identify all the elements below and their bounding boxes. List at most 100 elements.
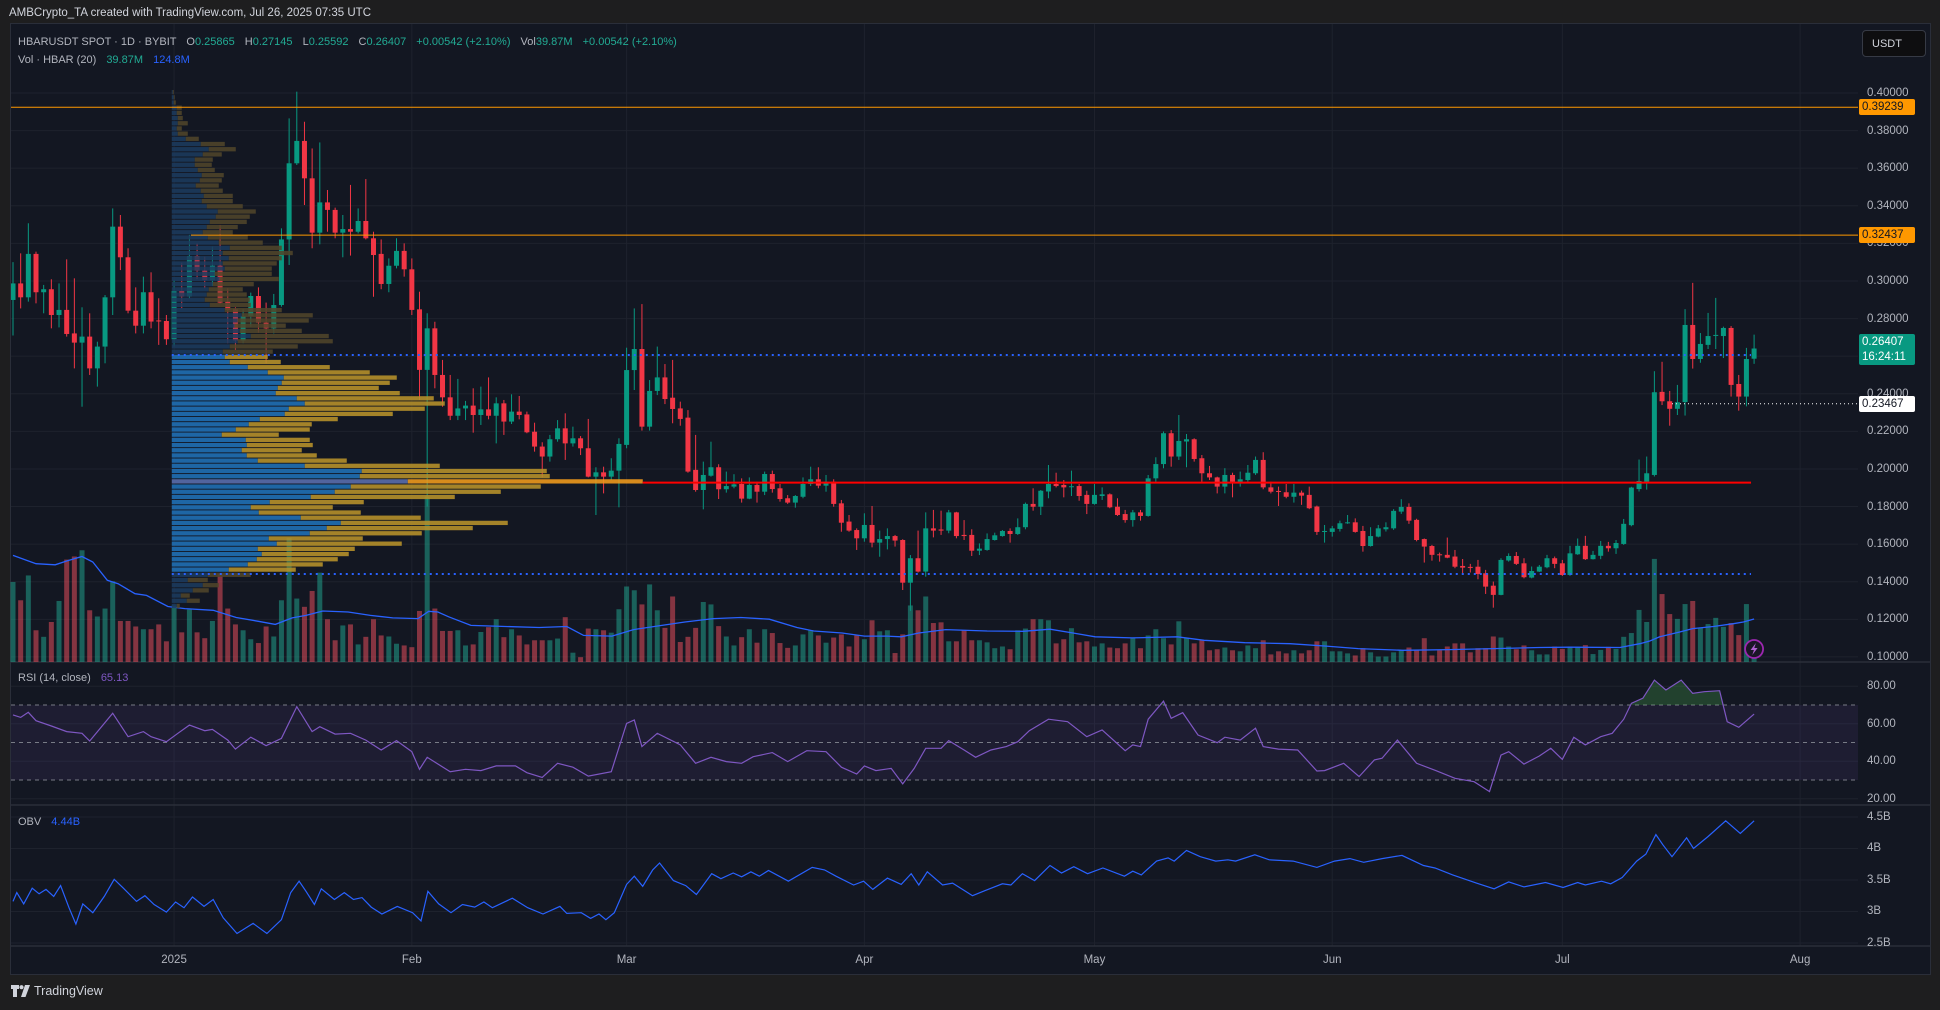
- time-axis-label[interactable]: Jul: [1554, 954, 1570, 966]
- price-axis-label[interactable]: 0.40000: [1867, 86, 1909, 99]
- volume-bar: [792, 645, 798, 662]
- price-axis-label[interactable]: 0.16000: [1867, 538, 1909, 551]
- volume-bar: [1345, 653, 1351, 662]
- volume-profile-row: [171, 515, 421, 520]
- level-tag-0-32437[interactable]: 0.32437: [1859, 227, 1915, 244]
- price-axis-label[interactable]: 0.14000: [1867, 575, 1909, 588]
- rsi-axis-label[interactable]: 60.00: [1867, 717, 1896, 730]
- price-tag-value: 0.32437: [1862, 229, 1904, 242]
- obv-name[interactable]: OBV: [18, 816, 42, 828]
- candle: [1529, 566, 1535, 579]
- price-axis-label[interactable]: 0.20000: [1867, 462, 1909, 475]
- price-axis-label[interactable]: 0.12000: [1867, 613, 1909, 626]
- rsi-name[interactable]: RSI (14, close): [18, 672, 91, 684]
- obv-legend[interactable]: OBV 4.44B: [18, 815, 80, 829]
- candle: [470, 388, 476, 433]
- volume-bar: [1605, 646, 1611, 662]
- volume-profile-row: [171, 276, 279, 282]
- volume-bar: [585, 628, 591, 662]
- volume-bar: [133, 626, 139, 662]
- volume-profile-row: [171, 271, 272, 276]
- price-axis-label[interactable]: 0.36000: [1867, 162, 1909, 175]
- lightning-icon[interactable]: [1744, 639, 1764, 659]
- candle: [1283, 483, 1289, 499]
- time-axis-label[interactable]: Feb: [401, 954, 422, 966]
- volume-profile-row: [171, 240, 263, 245]
- candle: [309, 148, 315, 249]
- price-axis-label[interactable]: 0.30000: [1867, 274, 1909, 287]
- time-axis-label[interactable]: 2025: [161, 954, 187, 966]
- volume-profile-row: [171, 406, 425, 411]
- level-tag-0-39239[interactable]: 0.39239: [1859, 99, 1915, 116]
- volume-profile-row: [171, 209, 256, 214]
- candle: [631, 308, 637, 390]
- open-value: 0.25865: [194, 36, 235, 48]
- volume-bar: [532, 640, 538, 662]
- candle: [907, 555, 913, 611]
- tradingview-logo[interactable]: TradingView: [11, 984, 103, 998]
- price-axis-label[interactable]: 0.38000: [1867, 124, 1909, 137]
- candle: [716, 464, 722, 500]
- volume-bar: [478, 632, 484, 662]
- candle: [1513, 552, 1519, 566]
- volume-profile-row: [171, 411, 393, 417]
- price-axis-label[interactable]: 0.10000: [1867, 650, 1909, 663]
- volume-profile-row: [171, 442, 313, 448]
- price-axis-label[interactable]: 0.18000: [1867, 500, 1909, 513]
- candle: [1398, 499, 1404, 514]
- volume-profile-row: [171, 593, 190, 598]
- volume-bar: [1521, 645, 1527, 662]
- volume-profile-row: [171, 250, 293, 256]
- volume-bar: [1437, 650, 1443, 662]
- volume-profile-row: [171, 365, 330, 370]
- obv-axis-label[interactable]: 2.5B: [1867, 936, 1891, 949]
- candle: [831, 479, 837, 507]
- candle: [117, 214, 123, 271]
- level-tag-0-23467[interactable]: 0.23467: [1859, 395, 1915, 412]
- obv-axis-label[interactable]: 4.5B: [1867, 810, 1891, 823]
- candle: [1345, 515, 1351, 524]
- currency-button[interactable]: USDT: [1862, 30, 1926, 57]
- candle: [301, 121, 307, 206]
- candle: [1291, 483, 1297, 503]
- volume-bar: [1038, 619, 1044, 662]
- volume-profile-row: [171, 126, 182, 131]
- volume-indicator-name[interactable]: Vol · HBAR (20): [18, 54, 97, 66]
- volume-bar: [1291, 650, 1297, 662]
- time-axis-label[interactable]: May: [1083, 954, 1106, 966]
- rsi-axis-label[interactable]: 40.00: [1867, 755, 1896, 768]
- volume-indicator-legend[interactable]: Vol · HBAR (20) 39.87M 124.8M: [18, 53, 190, 67]
- candle: [815, 467, 821, 489]
- last-price-tag[interactable]: 0.26407 16:24:11: [1859, 334, 1915, 365]
- rsi-axis-label[interactable]: 20.00: [1867, 792, 1896, 805]
- high-label: H: [244, 36, 253, 48]
- time-axis-label[interactable]: Mar: [616, 954, 637, 966]
- candle: [1452, 549, 1458, 569]
- rsi-legend[interactable]: RSI (14, close) 65.13: [18, 671, 128, 685]
- time-axis-label[interactable]: Aug: [1789, 954, 1811, 966]
- volume-profile-row: [171, 141, 225, 147]
- time-axis-label[interactable]: Jun: [1322, 954, 1342, 966]
- price-axis-label[interactable]: 0.22000: [1867, 425, 1909, 438]
- candle: [1260, 452, 1266, 490]
- volume-bar: [808, 630, 814, 662]
- obv-axis-label[interactable]: 3B: [1867, 905, 1882, 918]
- price-axis-label[interactable]: 0.28000: [1867, 312, 1909, 325]
- obv-axis-label[interactable]: 3.5B: [1867, 873, 1891, 886]
- time-axis-label[interactable]: Apr: [855, 954, 874, 966]
- volume-bar: [631, 590, 637, 662]
- candle: [1406, 503, 1412, 524]
- horizontal-levels[interactable]: [11, 106, 1858, 576]
- volume-bar: [961, 630, 967, 662]
- obv-axis-label[interactable]: 4B: [1867, 842, 1882, 855]
- main-series-legend[interactable]: HBARUSDT SPOT · 1D · BYBIT O0.25865 H0.2…: [18, 35, 677, 49]
- price-axis-label[interactable]: 0.34000: [1867, 199, 1909, 212]
- volume-bar: [240, 630, 246, 662]
- volume-bar: [601, 630, 607, 662]
- symbol-title[interactable]: HBARUSDT SPOT · 1D · BYBIT: [18, 36, 177, 48]
- rsi-axis-label[interactable]: 80.00: [1867, 680, 1896, 693]
- candle: [125, 248, 131, 314]
- volume-bar: [140, 629, 146, 662]
- volume-bar: [64, 559, 70, 662]
